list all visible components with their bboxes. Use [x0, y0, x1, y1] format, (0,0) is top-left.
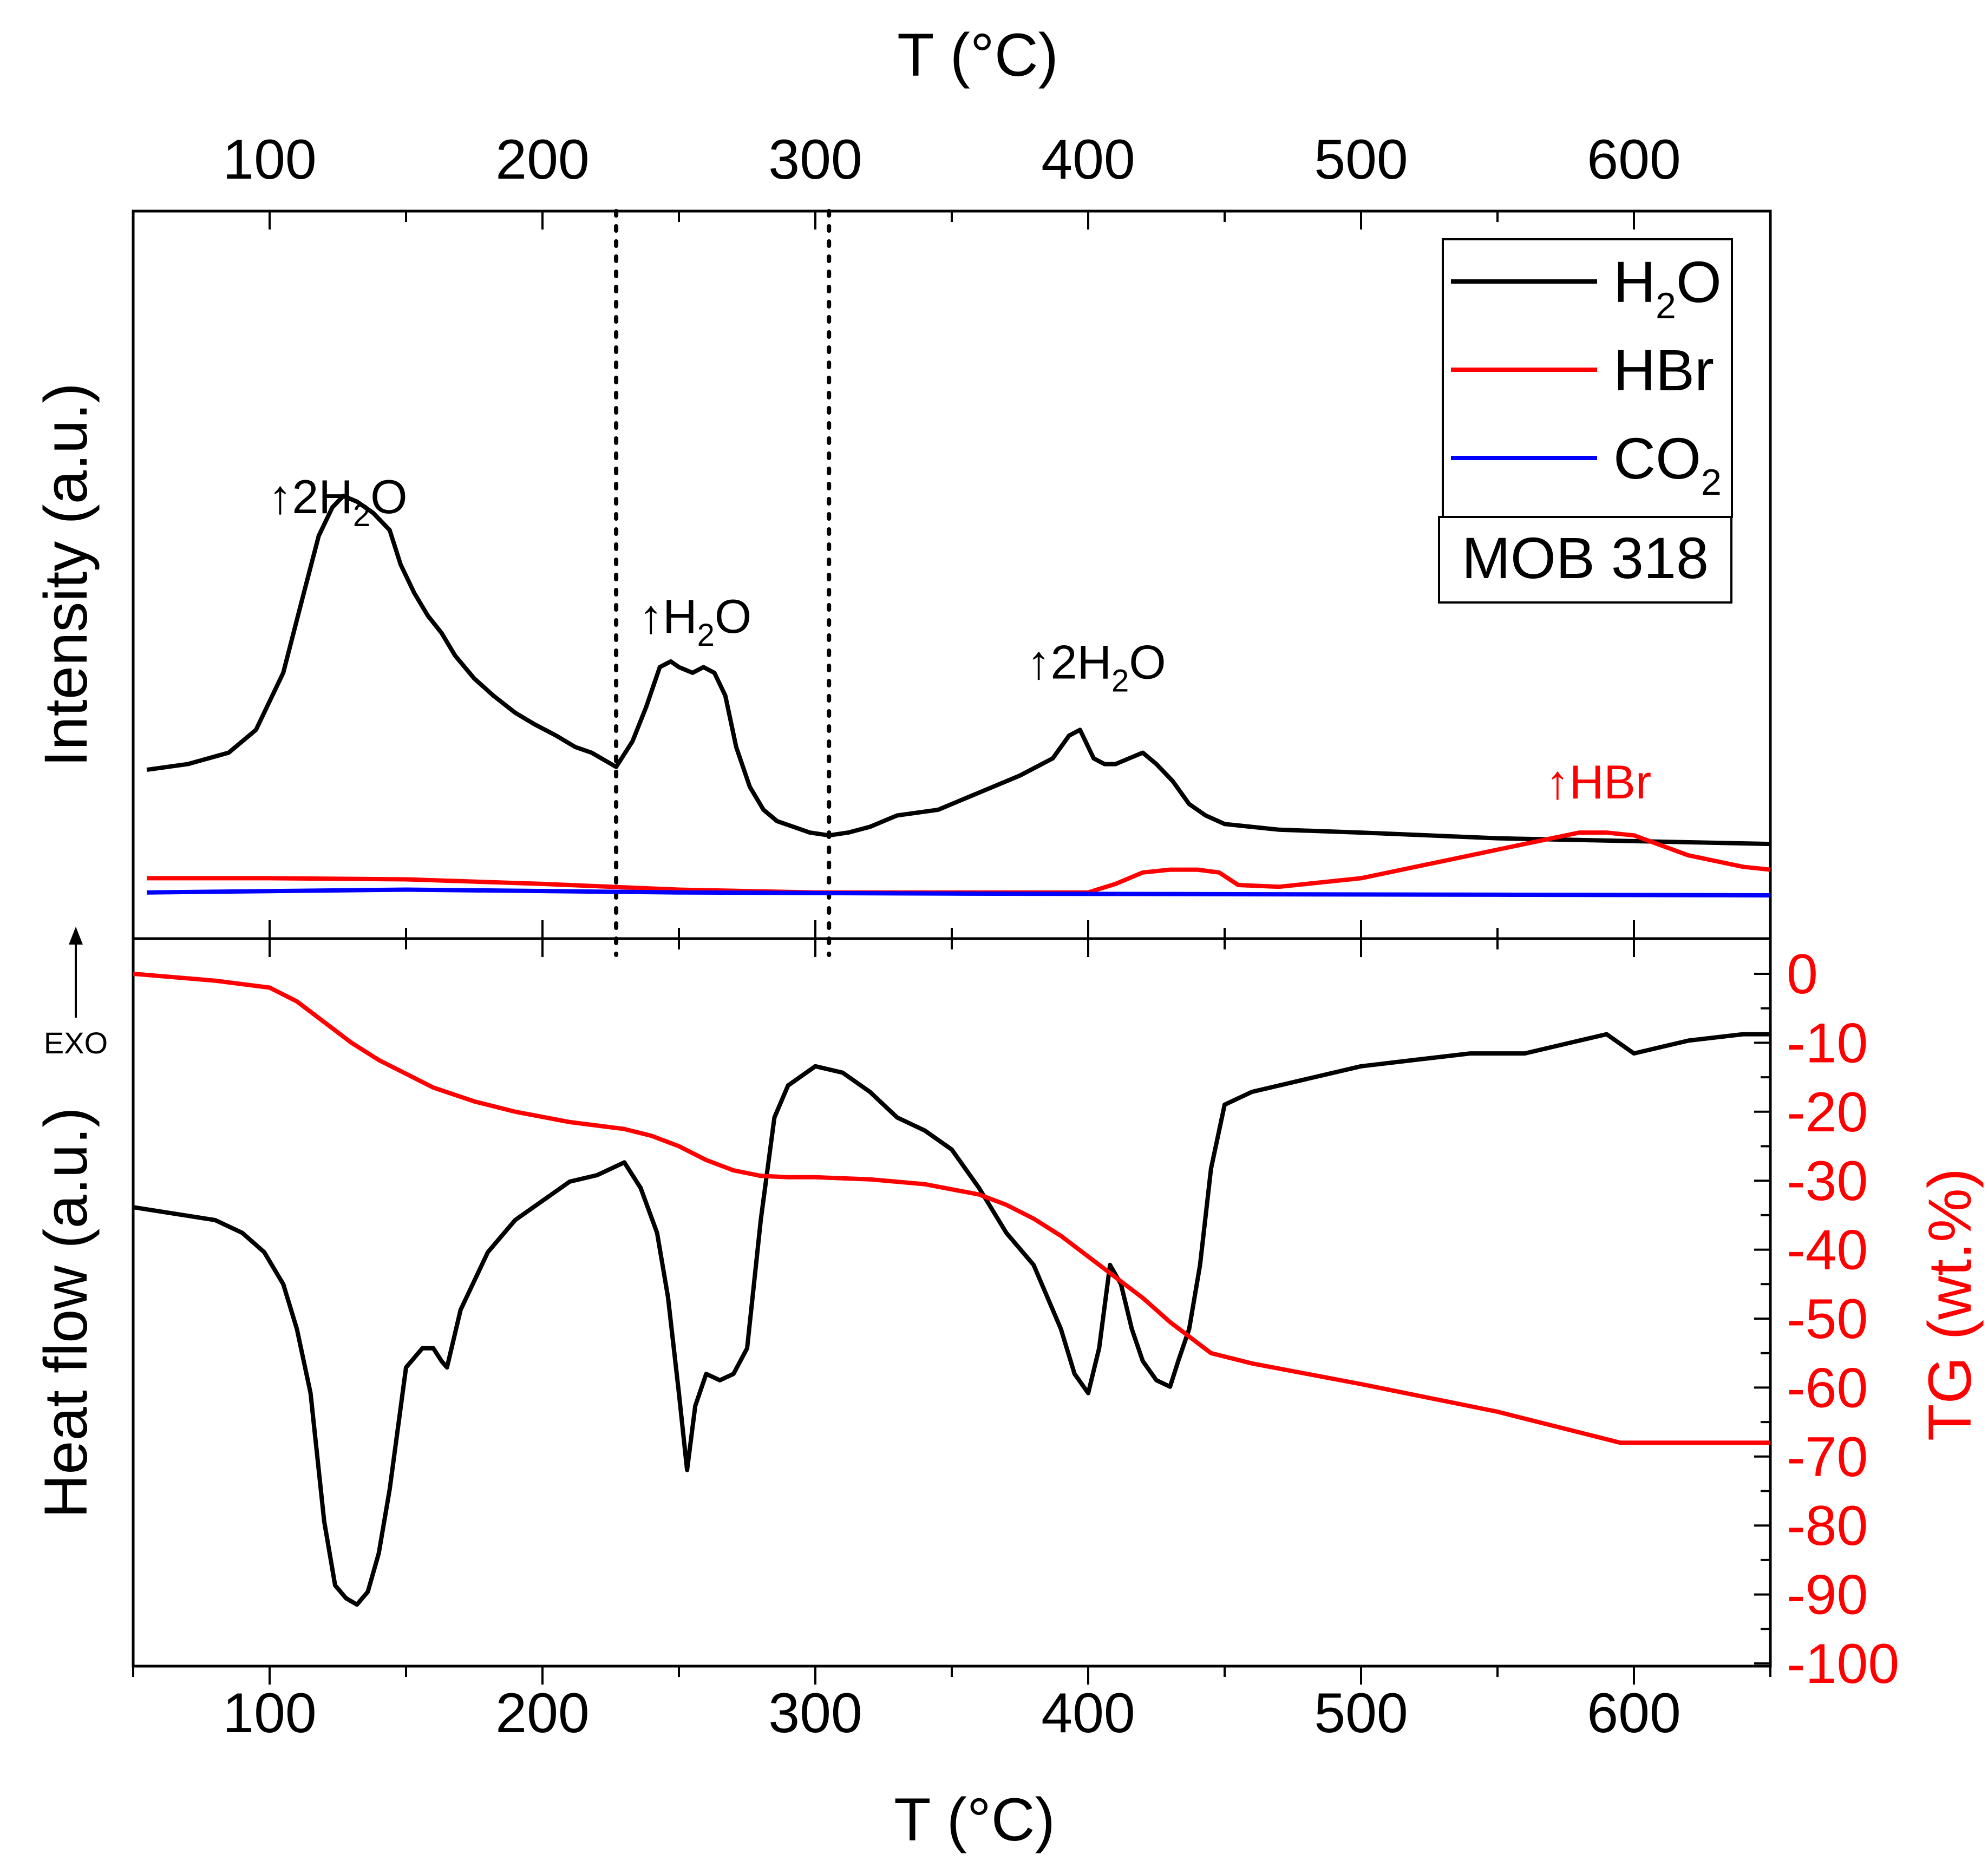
bottom-x-tick-label: 400	[1041, 1682, 1135, 1745]
series-line-tg	[133, 972, 1770, 1445]
legend-label-h2o: H2O	[1613, 249, 1722, 326]
series-line-h2o	[146, 494, 1771, 847]
bottom-x-tick-label: 500	[1314, 1682, 1408, 1745]
series-line-hbr	[147, 830, 1771, 895]
bottom-y-axis-title: Heat flow (a.u.)	[32, 1107, 100, 1518]
bottom-x-tick-label: 600	[1587, 1682, 1681, 1745]
right-y-tick-label: -70	[1787, 1426, 1868, 1489]
legend-label-hbr: HBr	[1613, 337, 1714, 403]
bottom-x-tick-label: 200	[495, 1682, 590, 1745]
right-y-axis-title: TG (wt.%)	[1916, 1168, 1984, 1441]
legend-label-co2: CO2	[1613, 425, 1722, 503]
exo-label: EXO	[44, 1026, 108, 1060]
right-y-tick-label: -10	[1787, 1012, 1868, 1074]
top-x-tick-label: 300	[768, 128, 862, 191]
legend: H2O HBr CO2	[1442, 238, 1733, 518]
right-y-tick-label: -100	[1787, 1633, 1899, 1695]
exo-indicator: EXO	[44, 927, 108, 1060]
annotation-peak3: ↑2H2O	[1027, 635, 1166, 698]
right-y-tick-label: -50	[1787, 1288, 1868, 1351]
bottom-x-tick-label: 300	[768, 1682, 862, 1745]
right-y-tick-label: -60	[1787, 1357, 1868, 1419]
annotation-peak4: ↑HBr	[1546, 755, 1652, 809]
legend-entries: H2O HBr CO2	[1451, 249, 1722, 503]
right-y-tick-label: -40	[1787, 1219, 1868, 1282]
top-x-tick-label: 400	[1041, 128, 1135, 191]
bottom-panel-series	[133, 972, 1770, 1607]
bottom-x-axis-title: T (°C)	[894, 1786, 1055, 1853]
series-line-co2	[147, 887, 1771, 897]
series-line-heat-flow	[133, 1032, 1770, 1607]
top-x-tick-labels: 100 200 300 400 500 600	[223, 128, 1681, 191]
right-y-tick-label: -20	[1787, 1081, 1868, 1144]
annotation-peak2: ↑H2O	[639, 589, 751, 653]
right-y-tick-label: -30	[1787, 1150, 1868, 1213]
top-x-tick-label: 200	[495, 128, 590, 191]
sample-label-box: MOB 318	[1438, 516, 1732, 604]
right-axis-ticks	[1754, 973, 1770, 1665]
right-y-tick-label: -90	[1787, 1564, 1868, 1627]
bottom-axis-ticks	[132, 939, 1771, 1685]
top-y-axis-title: Intensity (a.u.)	[32, 383, 100, 767]
reference-lines	[614, 209, 832, 957]
bottom-x-tick-labels: 100 200 300 400 500 600	[223, 1682, 1681, 1745]
right-y-tick-labels: 0-10 -20-30-40-50-60 -70-80 -90-100	[1787, 943, 1899, 1695]
annotation-peak1: ↑2H2O	[268, 470, 407, 533]
top-x-tick-label: 600	[1587, 128, 1681, 191]
top-x-tick-label: 500	[1314, 128, 1408, 191]
right-y-tick-label: 0	[1787, 943, 1818, 1006]
sample-label: MOB 318	[1462, 525, 1709, 591]
bottom-x-tick-label: 100	[223, 1682, 317, 1745]
top-axis-ticks	[132, 211, 1771, 939]
right-y-tick-label: -80	[1787, 1495, 1868, 1557]
peak-annotations: ↑2H2O ↑H2O ↑2H2O ↑HBr	[268, 470, 1651, 809]
legend-box	[1442, 238, 1733, 518]
exo-arrow-head	[69, 927, 83, 945]
top-x-tick-label: 100	[223, 128, 317, 191]
sample-label-frame	[1438, 516, 1732, 604]
top-x-axis-title: T (°C)	[897, 21, 1058, 89]
top-panel-series	[146, 494, 1771, 897]
